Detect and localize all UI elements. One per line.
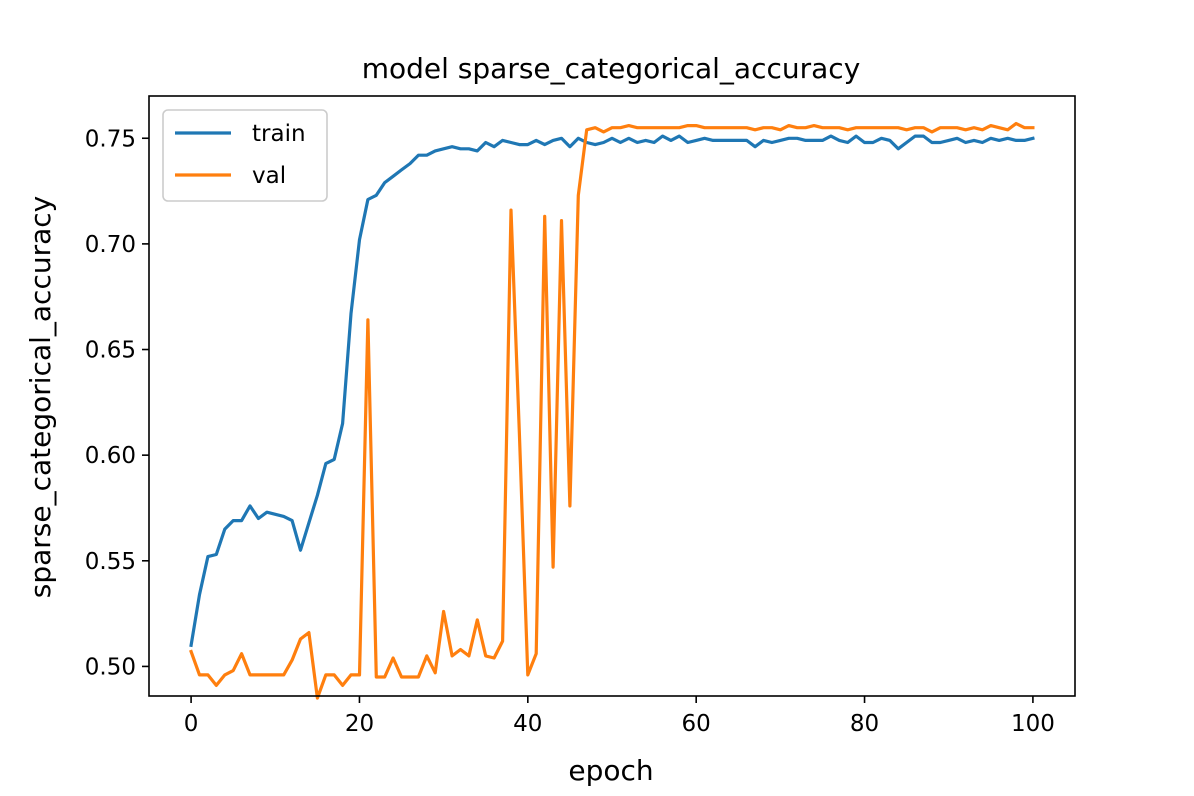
- y-tick-label: 0.70: [85, 232, 136, 258]
- y-tick-label: 0.75: [85, 126, 136, 152]
- y-tick-label: 0.65: [85, 338, 136, 364]
- x-tick-label: 40: [513, 711, 542, 737]
- y-tick-label: 0.60: [85, 443, 136, 469]
- x-tick-label: 80: [850, 711, 879, 737]
- plot-frame: [148, 95, 1076, 697]
- plot-area: [189, 121, 1035, 700]
- y-tick-label: 0.55: [85, 549, 136, 575]
- series-line-train: [189, 134, 1035, 648]
- x-tick-label: 60: [682, 711, 711, 737]
- x-axis-label: epoch: [568, 754, 653, 787]
- chart-title: model sparse_categorical_accuracy: [362, 52, 861, 85]
- x-tick-label: 100: [1011, 711, 1055, 737]
- x-tick-label: 20: [345, 711, 374, 737]
- y-tick-label: 0.50: [85, 654, 136, 680]
- legend-label-train: train: [252, 121, 306, 147]
- y-axis-label: sparse_categorical_accuracy: [24, 196, 57, 598]
- axes: 0 20 40 60 80 100 0.50 0.55 0.60 0.65 0.70 0.75: [85, 95, 1076, 737]
- legend-label-val: val: [252, 163, 286, 189]
- series-line-val: [189, 121, 1035, 700]
- legend: train val: [162, 109, 328, 202]
- x-tick-label: 0: [184, 711, 199, 737]
